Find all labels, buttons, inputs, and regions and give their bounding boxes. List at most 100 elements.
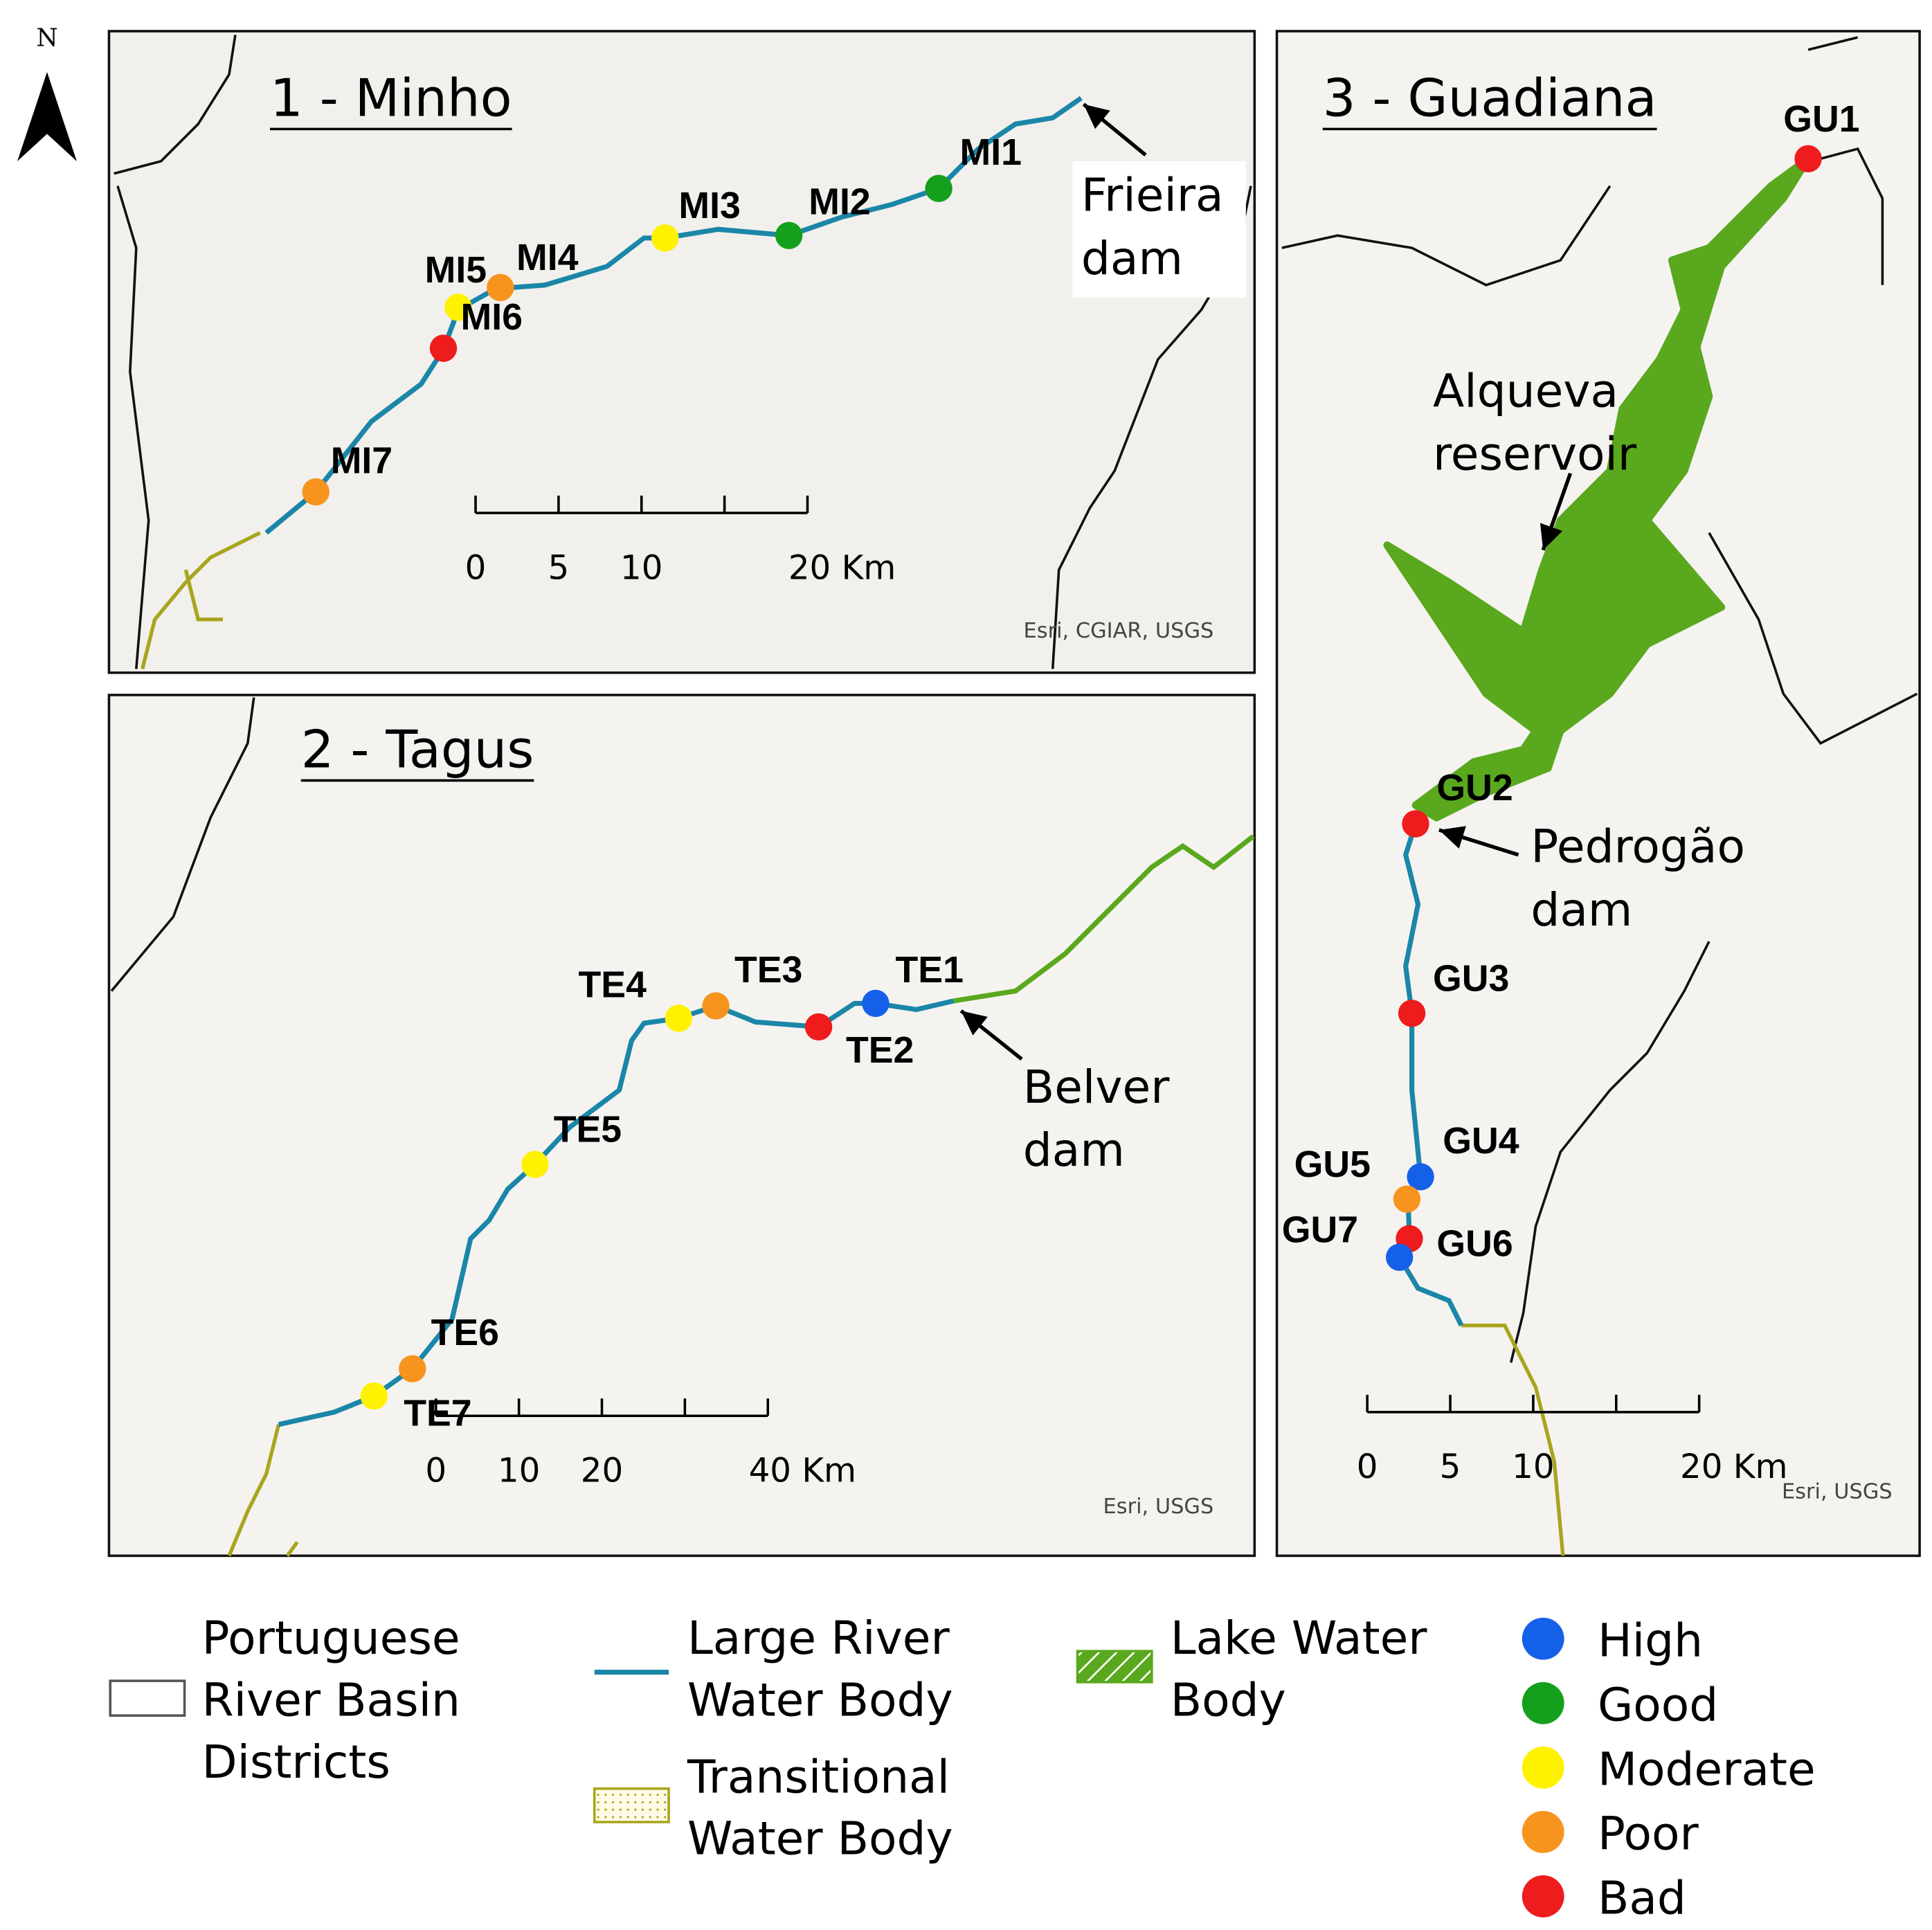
site-marker: [1402, 810, 1429, 838]
site-marker: [360, 1382, 388, 1410]
legend-label: Transitional: [687, 1750, 950, 1803]
site-marker: [862, 989, 890, 1018]
legend-label: Good: [1598, 1679, 1718, 1732]
scale-label: 5: [548, 548, 570, 587]
boundary: [1509, 941, 1710, 1363]
arrow-head: [1438, 826, 1466, 849]
legend-label: Bad: [1598, 1872, 1686, 1925]
site-marker: [521, 1151, 549, 1178]
site-label: GU6: [1436, 1223, 1513, 1264]
scale-label: 10: [620, 548, 662, 587]
site-marker: [665, 1004, 693, 1032]
site-marker: [804, 1013, 833, 1041]
site-marker: [775, 222, 803, 249]
site-marker: [444, 294, 472, 321]
panel-title: 2 - Tagus: [301, 719, 534, 780]
site-marker: [1393, 1185, 1421, 1213]
legend-label: Water Body: [687, 1812, 953, 1866]
annotation: Belver: [1023, 1061, 1170, 1114]
site-marker: [1794, 145, 1822, 172]
legend-label: Large River: [687, 1612, 950, 1665]
legend-marker: [1522, 1681, 1564, 1724]
lake-water: [1383, 154, 1812, 822]
legend-swatch-transitional: [593, 1787, 670, 1823]
legend-label: Body: [1171, 1673, 1286, 1726]
annotation: Pedrogão: [1531, 820, 1745, 874]
legend-label: Water Body: [687, 1673, 953, 1726]
north-arrow: [17, 72, 77, 161]
site-label: GU2: [1436, 767, 1513, 809]
site-label: MI6: [461, 296, 523, 338]
scale-label: 20 Km: [788, 548, 896, 587]
site-label: TE7: [404, 1392, 471, 1434]
legend-label: Portuguese: [202, 1612, 460, 1665]
legend-label: Lake Water: [1171, 1612, 1428, 1665]
site-label: GU7: [1282, 1209, 1358, 1251]
legend-label: High: [1598, 1614, 1703, 1667]
annotation: dam: [1531, 883, 1632, 937]
site-marker: [429, 334, 458, 362]
site-label: TE2: [846, 1029, 914, 1071]
boundary: [110, 697, 255, 992]
panel-frame: [107, 30, 1256, 674]
site-label: TE5: [554, 1109, 622, 1151]
site-label: GU5: [1294, 1144, 1371, 1185]
scale-label: 0: [425, 1452, 446, 1490]
legend-swatch-lake: [1076, 1650, 1153, 1684]
site-label: TE4: [579, 964, 647, 1005]
site-label: GU4: [1443, 1120, 1519, 1162]
scale-label: 10: [1512, 1448, 1554, 1486]
site-label: MI1: [960, 132, 1022, 173]
boundary: [1281, 185, 1918, 746]
site-marker: [399, 1355, 426, 1382]
river: [278, 998, 955, 1427]
legend-marker: [1522, 1875, 1564, 1918]
site-label: TE1: [896, 949, 964, 991]
scale-label: 0: [465, 548, 487, 587]
boundary: [114, 35, 237, 669]
attribution: Esri, USGS: [1103, 1495, 1214, 1519]
scale-label: 20 Km: [1680, 1448, 1788, 1486]
site-label: TE3: [734, 949, 802, 991]
legend-marker: [1522, 1617, 1564, 1660]
site-label: TE6: [431, 1312, 499, 1353]
site-label: GU3: [1433, 957, 1509, 999]
legend-label: Poor: [1598, 1807, 1699, 1861]
legend-label: Moderate: [1598, 1743, 1816, 1796]
transitional-water: [1461, 1323, 1565, 1556]
panel-title: 3 - Guadiana: [1323, 67, 1657, 128]
site-label: MI3: [678, 185, 740, 226]
attribution: Esri, CGIAR, USGS: [1024, 619, 1214, 643]
attribution: Esri, USGS: [1782, 1480, 1893, 1504]
site-marker: [487, 273, 514, 302]
boundary: [1807, 36, 1884, 285]
scale-label: 10: [498, 1452, 540, 1490]
site-label: GU1: [1783, 98, 1859, 140]
annotation: dam: [1023, 1124, 1125, 1177]
scale-label: 40 Km: [749, 1452, 857, 1490]
panel-frame: [107, 694, 1256, 1558]
legend-label: Districts: [202, 1735, 390, 1789]
site-label: MI7: [331, 440, 392, 482]
panel-frame: [1275, 30, 1921, 1558]
annotation: reservoir: [1433, 428, 1637, 481]
site-label: MI4: [516, 237, 579, 278]
site-marker: [925, 174, 953, 202]
annotation: Frieira: [1081, 169, 1224, 222]
arrow-head: [1083, 104, 1110, 129]
arrow-head: [1540, 523, 1563, 550]
site-marker: [302, 478, 329, 506]
legend-marker: [1522, 1810, 1564, 1853]
legend-label: River Basin: [202, 1673, 460, 1726]
lake-water: [953, 834, 1255, 1004]
panel-title: 1 - Minho: [270, 67, 512, 128]
north-label: N: [36, 24, 57, 53]
transitional-water: [227, 1424, 299, 1557]
transitional-water: [141, 531, 261, 670]
site-marker: [702, 992, 730, 1020]
site-marker: [1407, 1163, 1434, 1191]
label-background: [1072, 161, 1246, 298]
site-marker: [1398, 1000, 1426, 1027]
